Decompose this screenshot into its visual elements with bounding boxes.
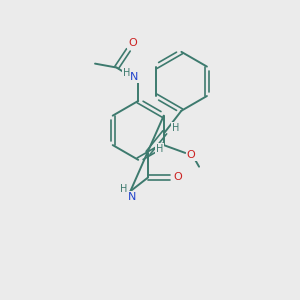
Text: N: N [130, 72, 139, 82]
Text: H: H [172, 123, 179, 134]
Text: H: H [123, 68, 130, 78]
Text: O: O [173, 172, 182, 182]
Text: N: N [128, 192, 136, 202]
Text: H: H [156, 144, 164, 154]
Text: O: O [187, 150, 196, 160]
Text: O: O [128, 38, 137, 48]
Text: H: H [120, 184, 127, 194]
